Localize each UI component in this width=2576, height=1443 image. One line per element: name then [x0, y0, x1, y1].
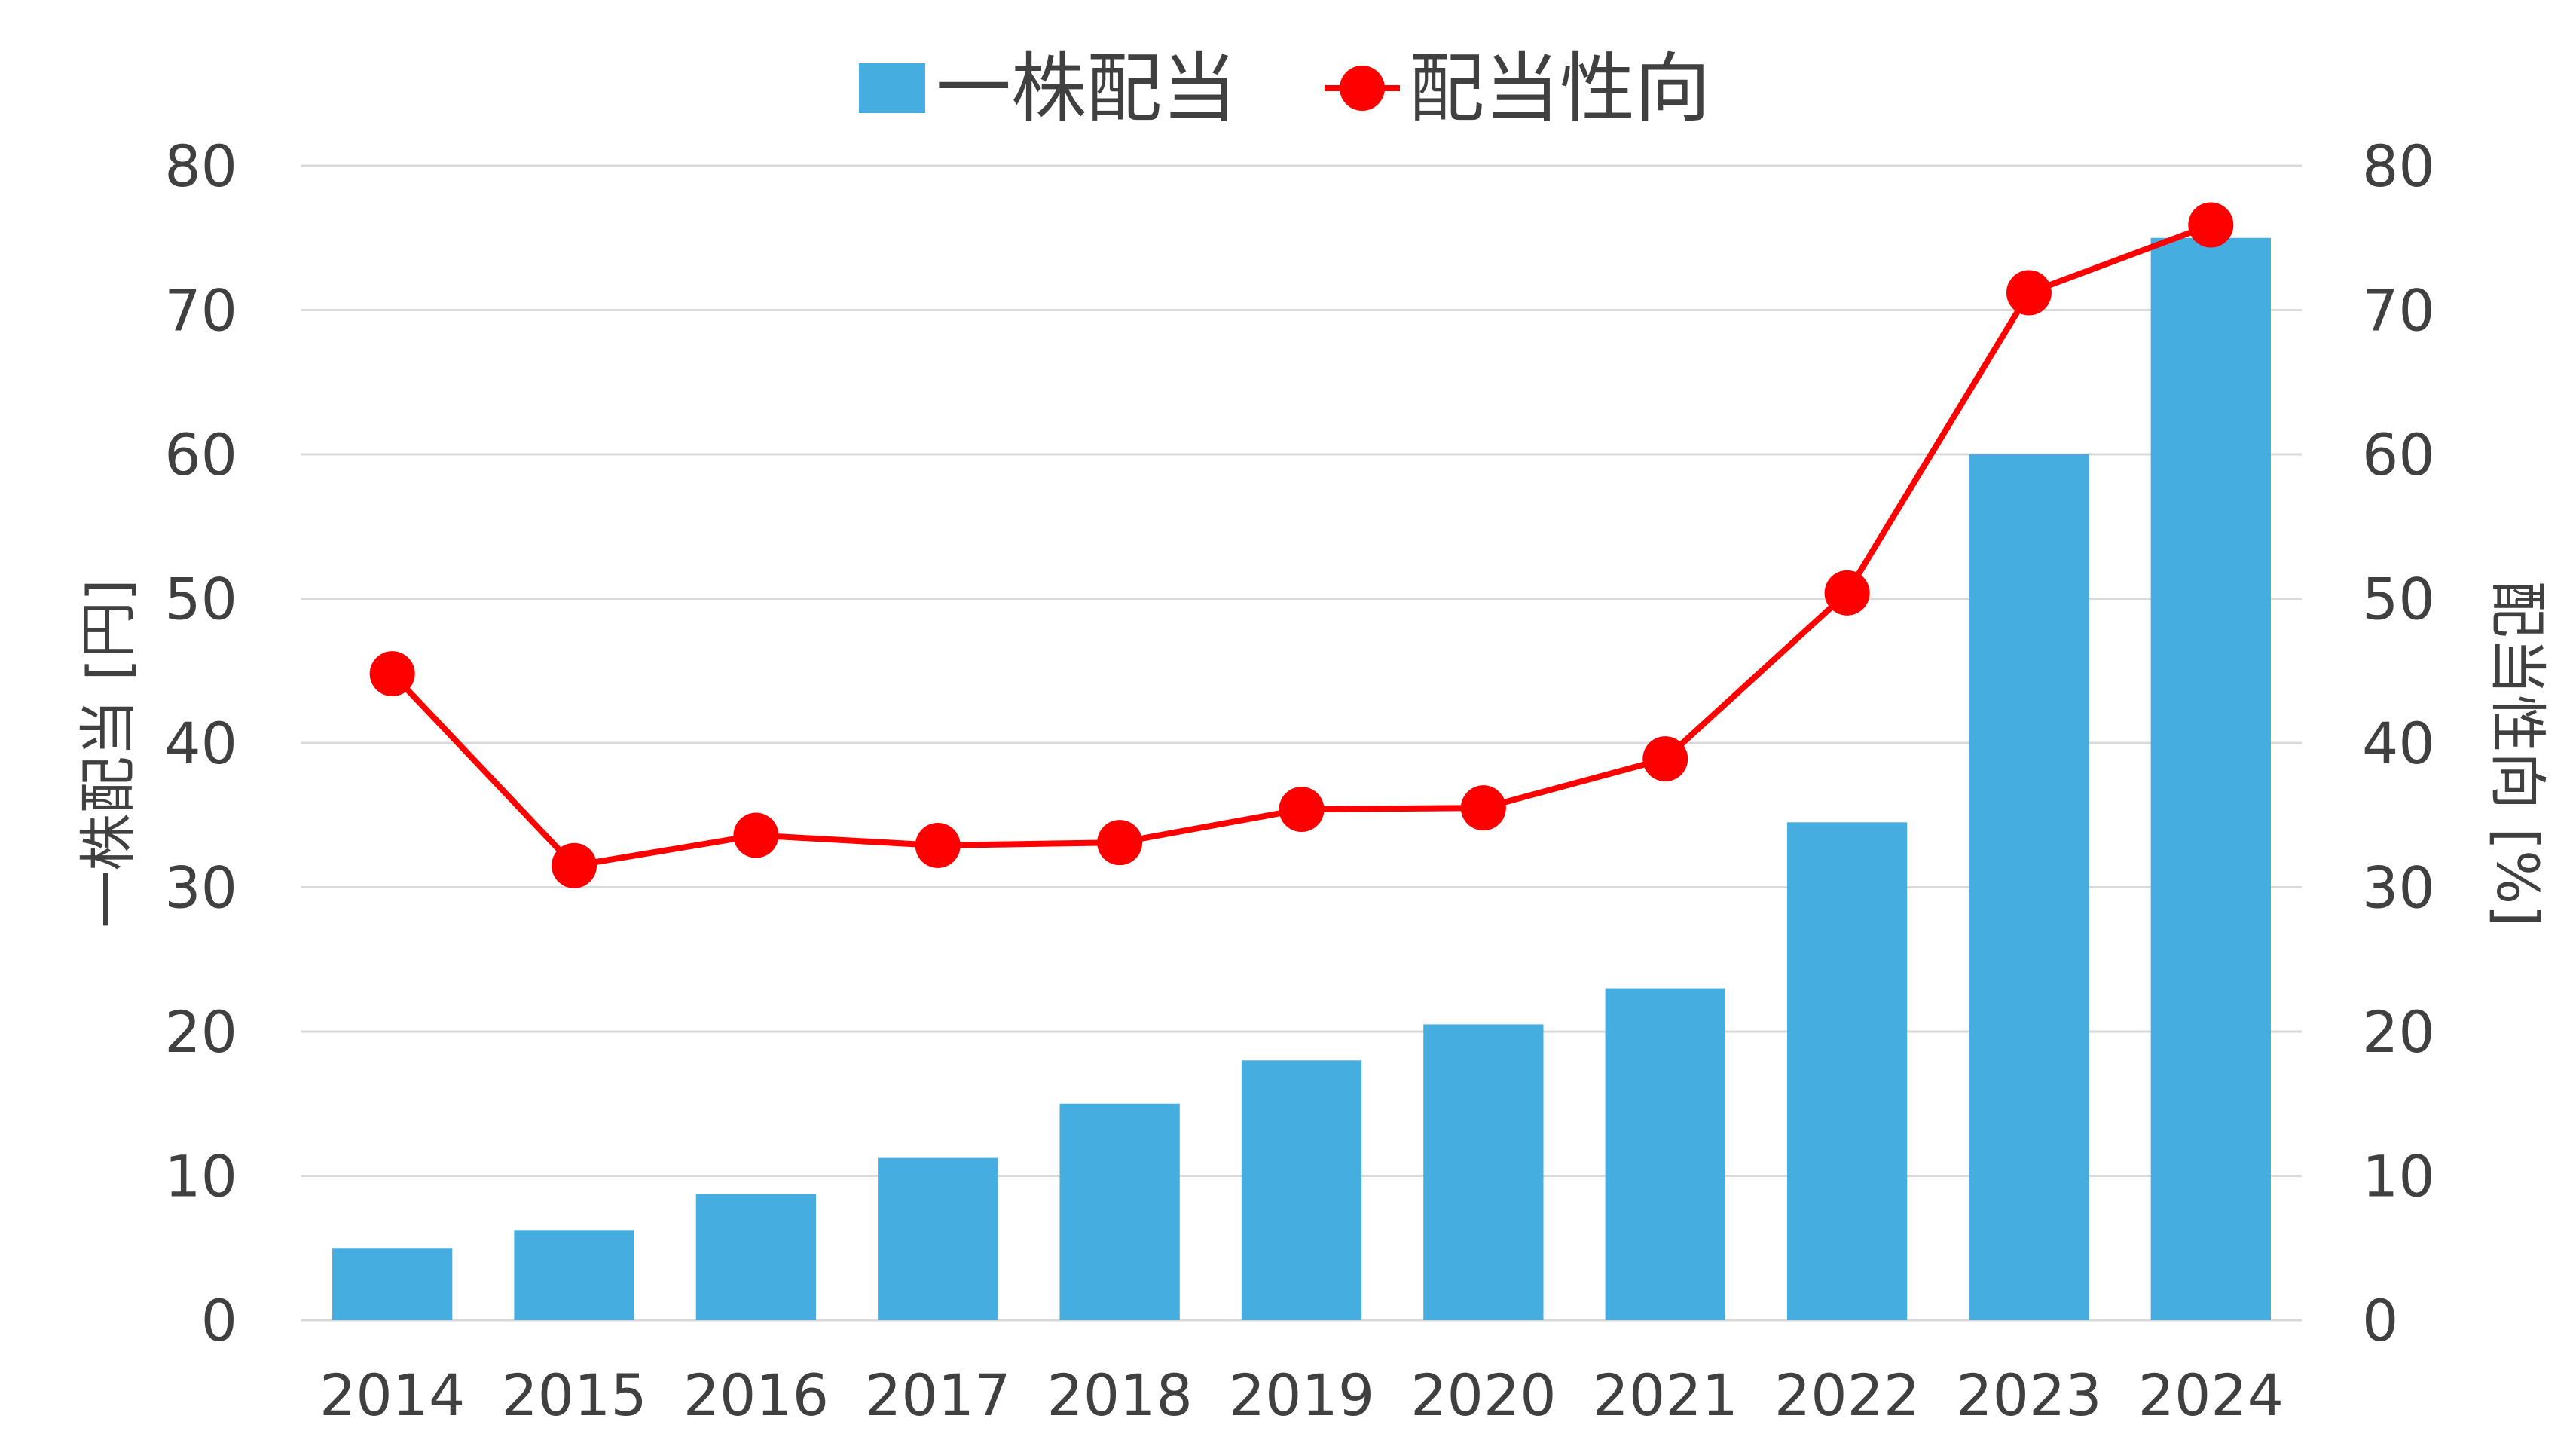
x-tick-label: 2016: [683, 1362, 829, 1429]
y2-tick-label: 50: [2362, 566, 2435, 633]
legend: 一株配当 配当性向: [859, 44, 1710, 133]
x-tick-label: 2020: [1410, 1362, 1556, 1429]
x-tick-label: 2014: [319, 1362, 465, 1429]
payout-ratio-point: [2188, 202, 2234, 248]
payout-ratio-point: [369, 651, 415, 697]
y2-tick-label: 20: [2362, 998, 2435, 1065]
y-tick-label: 80: [164, 133, 237, 200]
payout-ratio-point: [733, 812, 779, 858]
left-axis-ticks: 0 10 20 30 40 50 60 70 80: [164, 133, 237, 1354]
y2-tick-label: 40: [2362, 710, 2435, 777]
y-tick-label: 30: [164, 854, 237, 922]
legend-line-marker: [1340, 66, 1385, 111]
y-tick-label: 0: [201, 1287, 237, 1354]
y2-tick-label: 60: [2362, 421, 2435, 488]
legend-line-label: 配当性向: [1409, 44, 1710, 133]
right-axis-title: 配当性向 [%]: [2484, 580, 2551, 927]
payout-ratio-point: [1460, 785, 1506, 831]
x-tick-label: 2024: [2138, 1362, 2284, 1429]
x-tick-label: 2019: [1229, 1362, 1374, 1429]
x-tick-label: 2023: [1956, 1362, 2101, 1429]
x-tick-label: 2018: [1047, 1362, 1192, 1429]
x-axis-ticks: 2014 2015 2016 2017 2018 2019 2020 2021 2022 2023…: [319, 1362, 2284, 1429]
dividend-bar: [514, 1230, 634, 1320]
dividend-bar: [1059, 1103, 1180, 1320]
dividend-bar: [1423, 1024, 1544, 1320]
legend-bar-label: 一株配当: [936, 44, 1237, 133]
dividend-bar: [332, 1248, 453, 1320]
x-tick-label: 2022: [1774, 1362, 1920, 1429]
y2-tick-label: 80: [2362, 133, 2435, 200]
y2-tick-label: 0: [2362, 1287, 2398, 1354]
payout-ratio-point: [1097, 820, 1143, 866]
dividend-bar: [1969, 454, 2089, 1320]
x-tick-label: 2015: [501, 1362, 646, 1429]
payout-ratio-point: [552, 842, 597, 888]
payout-ratio-line: [390, 222, 2212, 869]
left-axis-title: 一株配当 [円]: [75, 579, 142, 928]
y-tick-label: 20: [164, 998, 237, 1065]
bar-series: [332, 237, 2271, 1320]
payout-ratio-point: [915, 822, 961, 868]
right-axis-ticks: 0 10 20 30 40 50 60 70 80: [2362, 133, 2435, 1354]
x-tick-label: 2017: [865, 1362, 1010, 1429]
payout-ratio-point: [1824, 570, 1870, 616]
legend-bar-swatch: [859, 63, 925, 113]
line-series: [369, 202, 2234, 888]
dividend-bar: [695, 1194, 817, 1320]
payout-ratio-point: [2006, 270, 2052, 316]
gridlines: [301, 164, 2302, 1322]
y-tick-label: 70: [164, 277, 237, 344]
y-tick-label: 50: [164, 566, 237, 633]
dividend-bar: [1241, 1060, 1362, 1320]
y2-tick-label: 30: [2362, 854, 2435, 922]
dividend-bar: [1605, 988, 1725, 1320]
payout-ratio-point: [1279, 787, 1325, 833]
y2-tick-label: 70: [2362, 277, 2435, 344]
dividend-bar: [2150, 237, 2271, 1320]
y-tick-label: 40: [164, 710, 237, 777]
payout-ratio-point: [1642, 736, 1688, 782]
y-tick-label: 10: [164, 1143, 237, 1210]
y-tick-label: 60: [164, 421, 237, 488]
dividend-bar: [1786, 822, 1908, 1320]
x-tick-label: 2021: [1593, 1362, 1738, 1429]
dividend-bar: [878, 1157, 998, 1320]
y2-tick-label: 10: [2362, 1143, 2435, 1210]
